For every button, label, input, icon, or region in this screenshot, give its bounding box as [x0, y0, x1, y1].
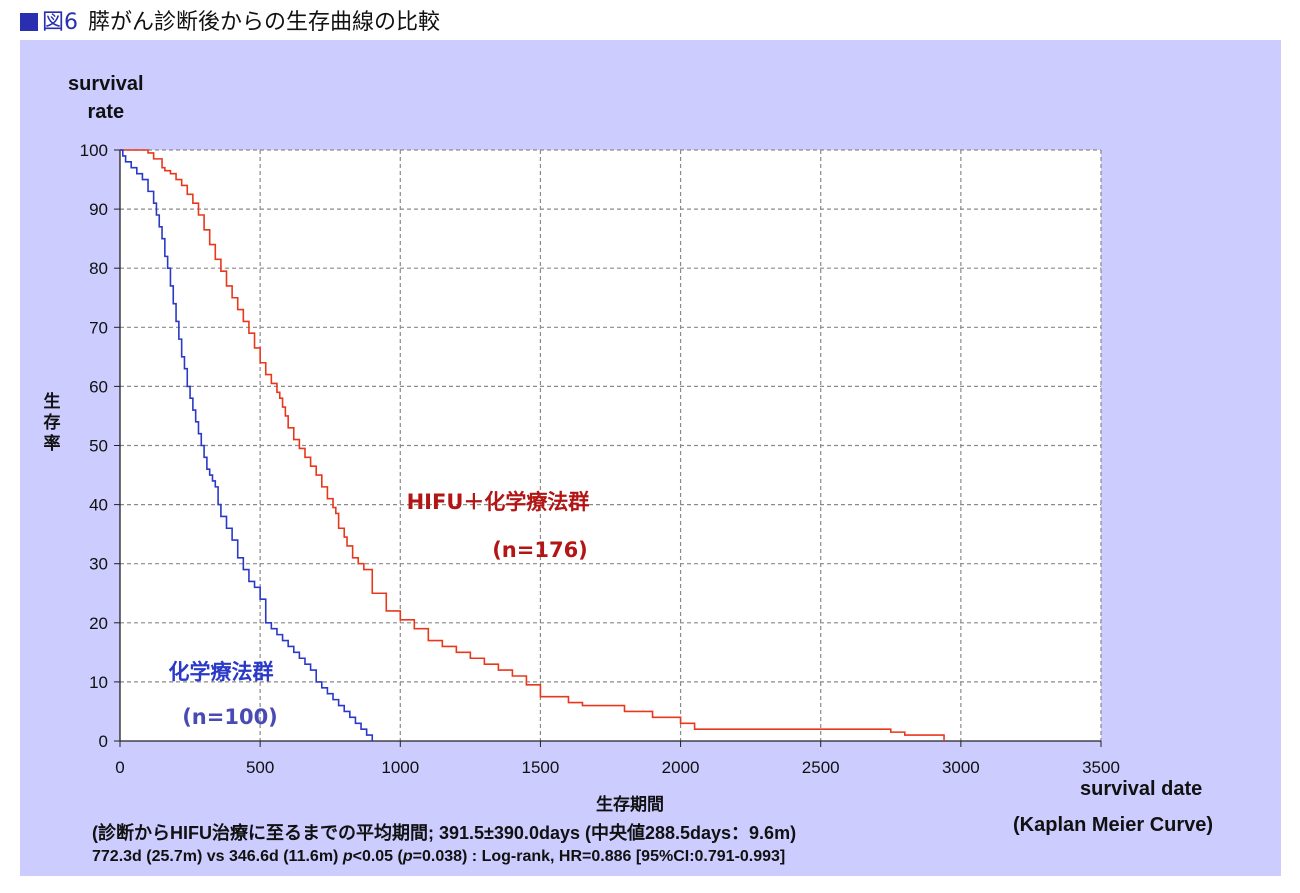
- x-tick-label: 3000: [942, 758, 980, 777]
- y-tick-label: 90: [89, 200, 108, 219]
- x-axis-label: 生存期間: [596, 795, 664, 815]
- y-tick-label: 80: [89, 259, 108, 278]
- x-tick-label: 1000: [381, 758, 419, 777]
- footnote-line2-b: <0.05 (: [352, 848, 403, 865]
- figure-number: 図6: [42, 10, 78, 35]
- y-tick-label: 60: [89, 377, 108, 396]
- hifu-series-label: HIFU＋化学療法群: [407, 490, 590, 514]
- x-tick-label: 2500: [802, 758, 840, 777]
- square-bullet-icon: [20, 13, 38, 31]
- chemo-series-label: 化学療法群: [169, 660, 274, 684]
- figure-title-text: 膵がん診断後からの生存曲線の比較: [88, 10, 441, 35]
- x-tick-label: 2000: [662, 758, 700, 777]
- y-tick-label: 100: [80, 141, 108, 160]
- y-axis-title-en-line1: survival: [68, 73, 144, 95]
- chemo-series-n: (n=100): [182, 705, 278, 729]
- y-tick-label: 10: [89, 673, 108, 692]
- y-tick-label: 50: [89, 437, 108, 456]
- y-axis-title-en-line2: rate: [87, 101, 125, 123]
- figure-title: 図6 膵がん診断後からの生存曲線の比較: [20, 6, 440, 40]
- chart-subtitle: (Kaplan Meier Curve): [1013, 814, 1214, 836]
- y-tick-label: 30: [89, 555, 108, 574]
- x-tick-label: 3500: [1082, 758, 1120, 777]
- y-tick-label: 20: [89, 614, 108, 633]
- footnote-line2-c: =0.038) : Log-rank, HR=0.886 [95%CI:0.79…: [412, 848, 786, 865]
- x-tick-label: 0: [115, 758, 124, 777]
- y-tick-label: 0: [99, 732, 108, 751]
- footnote-line2-a: 772.3d (25.7m) vs 346.6d (11.6m): [92, 848, 343, 865]
- hifu-survival-curve: [120, 149, 945, 741]
- footnote-line2: 772.3d (25.7m) vs 346.6d (11.6m) p<0.05 …: [92, 848, 785, 866]
- y-axis-title-en: survival rate: [68, 70, 144, 126]
- footnote-p2-italic: p: [402, 848, 413, 865]
- x-axis-title-en: survival date: [1080, 778, 1203, 800]
- footnote-line1: (診断からHIFU治療に至るまでの平均期間; 391.5±390.0days (…: [92, 823, 797, 843]
- y-tick-label: 40: [89, 496, 108, 515]
- x-tick-label: 1500: [522, 758, 560, 777]
- footnote-p-italic: p: [342, 848, 353, 865]
- hifu-series-n: (n=176): [492, 538, 588, 562]
- x-tick-label: 500: [246, 758, 274, 777]
- chemo-survival-curve: [120, 149, 374, 741]
- y-axis-label: 生存率: [43, 392, 61, 454]
- y-tick-label: 70: [89, 318, 108, 337]
